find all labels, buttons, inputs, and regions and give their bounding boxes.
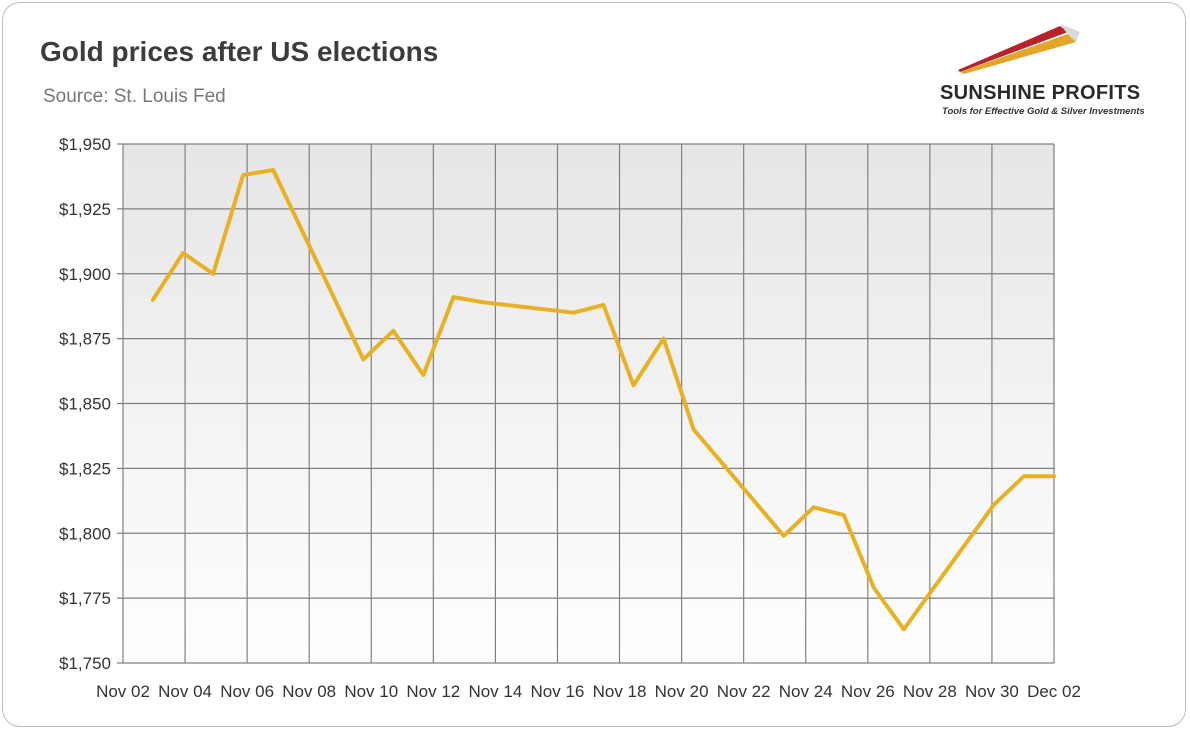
y-tick-label: $1,875 — [59, 330, 111, 349]
data-point — [241, 173, 245, 177]
data-point — [992, 503, 996, 507]
chart-title: Gold prices after US elections — [40, 36, 439, 67]
data-point — [181, 251, 185, 255]
data-point — [842, 513, 846, 517]
x-axis-labels: Nov 02 Nov 04 Nov 06 Nov 08 Nov 10 Nov 12 Nov … — [96, 682, 1081, 701]
x-tick-label: Nov 10 — [344, 682, 398, 701]
data-points — [151, 168, 1056, 631]
x-tick-label: Nov 16 — [531, 682, 585, 701]
x-tick-label: Nov 30 — [965, 682, 1019, 701]
x-tick-label: Nov 26 — [841, 682, 895, 701]
x-tick-label: Nov 02 — [96, 682, 150, 701]
x-tick-label: Nov 12 — [406, 682, 460, 701]
data-point — [451, 295, 455, 299]
data-point — [271, 168, 275, 172]
y-tick-label: $1,900 — [59, 265, 111, 284]
data-point — [211, 272, 215, 276]
y-tick-label: $1,775 — [59, 589, 111, 608]
y-axis-labels: $1,750 $1,775 $1,800 $1,825 $1,850 $1,875 $1,9… — [59, 135, 111, 673]
logo-name: SUNSHINE PROFITS — [940, 82, 1141, 104]
horizontal-gridlines — [117, 143, 1054, 664]
data-point — [692, 427, 696, 431]
x-tick-label: Nov 18 — [593, 682, 647, 701]
data-point — [1022, 474, 1026, 478]
chart-subtitle: Source: St. Louis Fed — [43, 86, 226, 107]
data-point — [1052, 474, 1056, 478]
data-point — [151, 298, 155, 302]
data-point — [782, 534, 786, 538]
data-point — [902, 627, 906, 631]
y-tick-label: $1,750 — [59, 654, 111, 673]
y-tick-label: $1,950 — [59, 135, 111, 154]
data-point — [602, 303, 606, 307]
x-tick-label: Nov 24 — [779, 682, 833, 701]
x-tick-label: Nov 22 — [717, 682, 771, 701]
data-point — [872, 586, 876, 590]
data-point — [481, 300, 485, 304]
data-point — [662, 337, 666, 341]
data-point — [391, 329, 395, 333]
data-point — [812, 505, 816, 509]
x-tick-label: Nov 06 — [220, 682, 274, 701]
x-tick-label: Nov 04 — [158, 682, 212, 701]
y-tick-label: $1,800 — [59, 524, 111, 543]
x-tick-label: Nov 28 — [903, 682, 957, 701]
logo-swoosh-icon — [958, 24, 1080, 74]
x-tick-label: Nov 14 — [468, 682, 522, 701]
sunshine-profits-logo: SUNSHINE PROFITS Tools for Effective Gol… — [930, 18, 1170, 118]
y-tick-label: $1,825 — [59, 459, 111, 478]
data-point — [571, 311, 575, 315]
x-tick-label: Dec 02 — [1027, 682, 1081, 701]
y-tick-label: $1,850 — [59, 395, 111, 414]
x-tick-label: Nov 08 — [282, 682, 336, 701]
data-point — [421, 373, 425, 377]
logo-tagline: Tools for Effective Gold & Silver Invest… — [942, 106, 1145, 117]
y-tick-label: $1,925 — [59, 200, 111, 219]
x-tick-label: Nov 20 — [655, 682, 709, 701]
data-point — [361, 357, 365, 361]
data-point — [632, 383, 636, 387]
